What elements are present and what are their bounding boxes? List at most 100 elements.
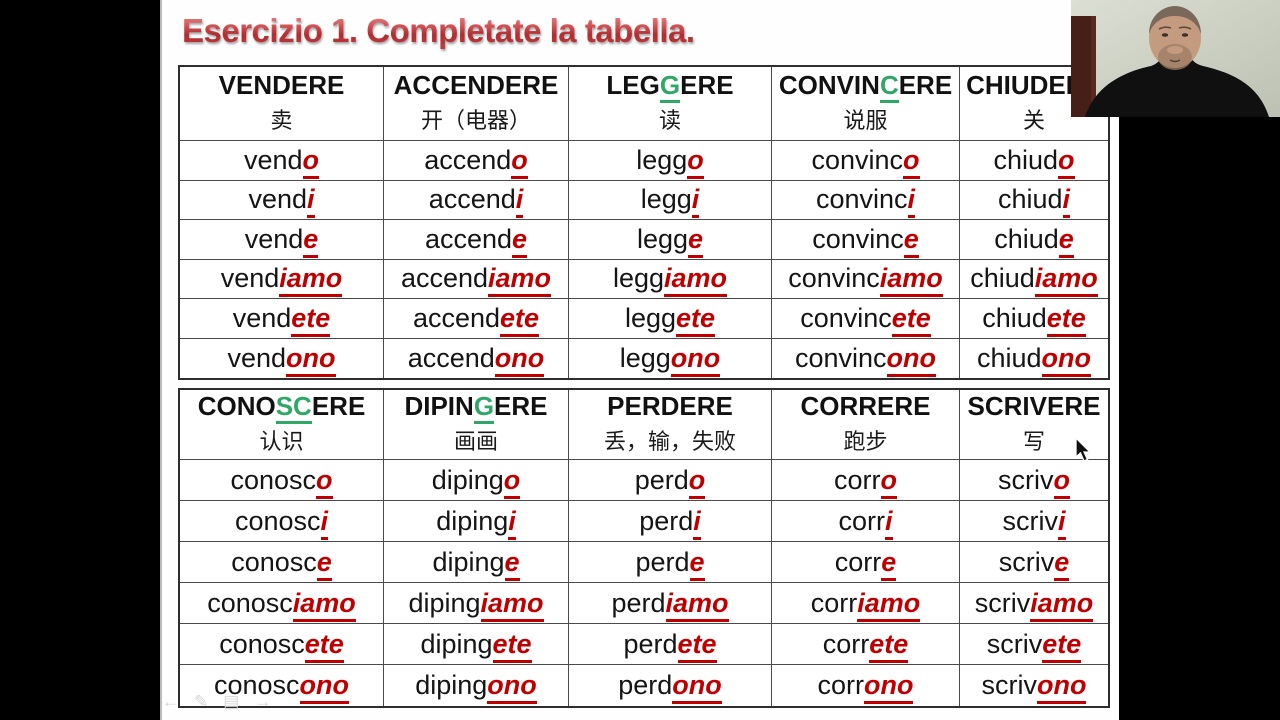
infinitive-verb: DIPINGERE [404, 391, 548, 425]
conjugation-cell: corre [772, 542, 960, 582]
verb-ending: ono [487, 670, 537, 704]
translation-zh: 开（电器） [420, 107, 531, 133]
verb-ending: e [881, 546, 897, 581]
translation-zh: 跑步 [843, 428, 888, 454]
conjugation-cell: vendo [180, 141, 384, 180]
verb-header-cell: LEGGERE 读 [569, 67, 772, 140]
verb-stem: perd [618, 670, 673, 700]
verb-ending: i [307, 184, 315, 219]
verb-ending: iamo [879, 263, 943, 298]
conjugation-cell: convincono [772, 338, 960, 378]
verb-stem: accend [428, 184, 516, 215]
prev-arrow-icon[interactable]: ← [162, 692, 179, 711]
conjugation-cell: scrivo [960, 460, 1108, 500]
conjugation-cell: chiudo [960, 141, 1108, 180]
verb-stem: vend [220, 263, 280, 294]
conjugation-cell: vendi [180, 180, 384, 219]
verb-text: ERE [898, 70, 953, 101]
verb-stem: diping [436, 505, 509, 536]
conjugation-cell: convinco [772, 141, 960, 180]
conjugation-row: vende accende legge convince chiude [180, 220, 1108, 260]
verb-ending: o [903, 144, 920, 179]
infinitive-verb: LEGGERE [606, 70, 734, 104]
verb-ending: ono [286, 342, 336, 377]
verb-stem: accend [412, 302, 501, 333]
conjugation-row: vendono accendono leggono convincono chiudon… [180, 338, 1108, 378]
conjugation-cell: scrive [960, 542, 1108, 582]
conjugation-cell: perdi [569, 501, 772, 541]
verb-stem: convinc [812, 223, 904, 254]
conjugation-cell: perdo [569, 460, 772, 500]
verb-stem: vend [232, 302, 292, 333]
infinitive-verb: VENDERE [219, 72, 345, 99]
verb-ending: e [1054, 546, 1070, 581]
conjugation-cell: perdiamo [569, 583, 772, 623]
highlighted-letters: G [659, 70, 681, 104]
verb-stem: perd [639, 505, 694, 536]
verb-ending: o [1058, 144, 1075, 179]
conjugation-cell: accendiamo [384, 259, 569, 298]
verb-stem: corr [838, 505, 885, 536]
verb-header-cell: PERDERE 丢，输，失败 [569, 390, 772, 459]
beard [1158, 44, 1192, 70]
verb-stem: accend [424, 223, 513, 254]
verb-ending: ete [869, 628, 909, 663]
conjugation-cell: leggiamo [569, 259, 772, 298]
verb-ending: i [907, 184, 916, 219]
conjugation-cell: dipingono [384, 665, 569, 706]
verb-stem: scriv [986, 628, 1043, 659]
translation-zh: 说服 [843, 107, 888, 133]
conjugation-cell: corri [772, 501, 960, 541]
verb-ending: ete [291, 302, 331, 337]
conjugation-cell: vende [180, 220, 384, 259]
verb-stem: diping [408, 587, 481, 618]
conjugation-cell: convincete [772, 299, 960, 338]
conjugation-cell: leggete [569, 299, 772, 338]
verb-text: PERDERE [607, 391, 733, 422]
verb-ending: e [512, 223, 528, 258]
verb-ending: iamo [1030, 587, 1094, 622]
verb-ending: ete [891, 302, 931, 337]
verb-ending: iamo [1034, 263, 1098, 298]
next-arrow-icon[interactable]: → [254, 692, 272, 711]
verb-stem: chiud [976, 342, 1042, 373]
verb-ending: i [320, 505, 329, 540]
verb-ending: iamo [488, 263, 552, 298]
eyes [1161, 33, 1169, 37]
verb-stem: diping [432, 546, 505, 577]
verb-ending: e [688, 223, 704, 258]
verb-ending: ono [864, 670, 914, 704]
verb-stem: legg [619, 342, 671, 373]
pen-icon[interactable]: ✎ [194, 692, 209, 711]
slide-left-edge [160, 0, 162, 720]
conjugation-cell: dipinge [384, 542, 569, 582]
verb-ending: i [1057, 505, 1066, 540]
verb-ending: ete [1042, 628, 1082, 663]
verb-text: CONVIN [778, 70, 880, 101]
conjugation-cell: dipingo [384, 460, 569, 500]
verb-ending: iamo [480, 587, 544, 622]
conjugation-cell: scrivono [960, 665, 1108, 706]
verb-stem: legg [636, 144, 688, 175]
verb-ending: i [884, 505, 893, 540]
verb-stem: accend [424, 144, 512, 175]
conjugation-cell: vendete [180, 299, 384, 338]
conjugation-cell: conosciamo [180, 583, 384, 623]
verb-text: LEG [606, 70, 660, 101]
verb-ending: ono [494, 342, 545, 377]
slide-menu-icon[interactable]: ▤ [223, 692, 240, 711]
verb-text: ERE [311, 391, 366, 422]
verb-header-cell: VENDERE 卖 [180, 67, 384, 140]
verb-stem: conosc [231, 546, 317, 577]
conjugation-cell: conosco [180, 460, 384, 500]
verb-stem: vend [243, 144, 303, 175]
verb-stem: legg [640, 184, 692, 215]
verb-ending: e [1058, 223, 1074, 258]
verb-header-cell: CONOSCERE 认识 [180, 390, 384, 459]
verb-stem: accend [407, 342, 495, 373]
presenter-portrait [1071, 0, 1280, 117]
verb-ending: e [303, 223, 319, 258]
verb-text: VENDERE [218, 70, 345, 101]
translation-zh: 写 [1022, 428, 1045, 454]
